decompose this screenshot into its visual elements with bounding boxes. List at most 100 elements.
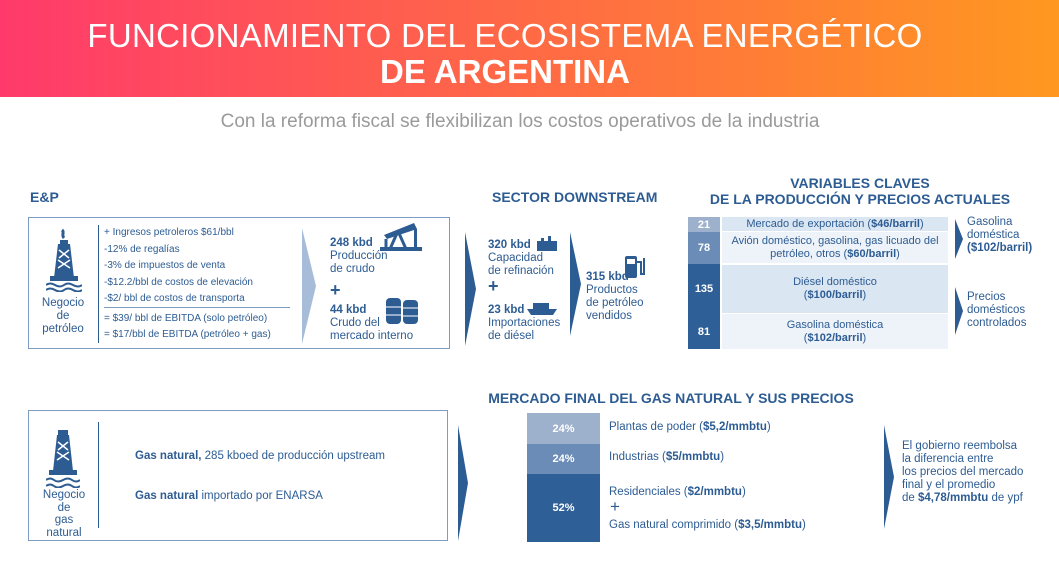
ep-result: = $17/bbl de EBITDA (petróleo + gas) xyxy=(104,329,271,340)
plus-sign: + xyxy=(330,280,341,300)
oil-rig-icon xyxy=(46,228,82,292)
text: Gas natural comprimido ( xyxy=(609,519,739,531)
title-line-2: DE ARGENTINA xyxy=(380,53,630,90)
text: ) xyxy=(741,486,746,498)
refining-value: 320 kbd xyxy=(488,239,531,251)
chevron-right-icon xyxy=(955,287,963,335)
price: $4,78/mmbtu xyxy=(918,492,989,504)
text: ) xyxy=(802,519,806,531)
label-text: ) xyxy=(896,247,900,260)
gas-row-industries: Industrias ($5/mmbtu) xyxy=(609,451,724,464)
label-line: Negocio xyxy=(41,297,85,309)
label-line: de xyxy=(56,310,70,322)
note-line: de $4,78/mmbtu de ypf xyxy=(902,492,1023,505)
imports-label: de diésel xyxy=(488,330,535,342)
chevron-right-icon xyxy=(570,232,581,336)
label-text: Avión doméstico, gasolina, gas licuado d… xyxy=(731,234,939,260)
downstream-title: SECTOR DOWNSTREAM xyxy=(492,189,658,205)
price: $46/barril xyxy=(871,217,920,230)
imports-label: Importaciones xyxy=(488,317,561,329)
bar-diesel: 135 xyxy=(688,264,720,314)
label-text: ) xyxy=(862,331,867,344)
header-banner xyxy=(0,0,1059,97)
text: ) xyxy=(766,421,771,433)
production-block: 248 kbd Producción de crudo xyxy=(330,237,388,276)
row-gasoline-label: Gasolina doméstica ($102/barril) xyxy=(722,314,948,349)
bar-industries: 24% xyxy=(527,444,600,474)
pumpjack-icon xyxy=(380,223,422,251)
note-controlled: Precios domésticos controlados xyxy=(967,291,1026,330)
note-line: la diferencia entre xyxy=(902,453,994,465)
imports-value: 23 kbd xyxy=(488,304,525,316)
label-line: Negocio xyxy=(42,489,86,501)
row-export-label: Mercado de exportación ($46/barril) xyxy=(722,217,948,231)
gas-box xyxy=(28,410,448,541)
fuel-pump-icon xyxy=(625,256,645,278)
label-text: Gasolina doméstica ( xyxy=(786,318,884,344)
chevron-right-icon xyxy=(465,232,476,346)
plus-sign: + xyxy=(610,497,620,516)
bar-gasoline: 81 xyxy=(688,314,720,349)
bold-text: Gas natural xyxy=(135,490,199,502)
note-line: Precios xyxy=(967,291,1006,303)
price: $100/barril xyxy=(807,289,863,301)
note-gasoline: Gasolina doméstica ($102/barril) xyxy=(967,216,1032,255)
ep-result: = $39/ bbl de EBITDA (solo petróleo) xyxy=(104,313,268,324)
note-line: ($102/barril) xyxy=(967,242,1033,254)
gas-row-power: Plantas de poder ($5,2/mmbtu) xyxy=(609,421,771,434)
ep-title: E&P xyxy=(30,189,59,205)
oil-business-label: Negocio de petróleo xyxy=(36,297,90,336)
text: de ypf xyxy=(988,492,1023,504)
gas-note: El gobierno reembolsa la diferencia entr… xyxy=(902,440,1023,505)
production-label: de crudo xyxy=(330,263,375,275)
divider xyxy=(98,422,99,528)
label-line: petróleo xyxy=(42,323,84,335)
sold-label: vendidos xyxy=(586,310,633,322)
bar-power-plants: 24% xyxy=(527,413,600,444)
ep-item: -12% de regalías xyxy=(104,243,180,255)
gas-row-cng: Gas natural comprimido ($3,5/mmbtu) xyxy=(609,519,806,532)
label-text: Diésel doméstico ( xyxy=(793,276,877,301)
ep-item: -$2/ bbl de costos de transporta xyxy=(104,293,245,304)
label-text: ) xyxy=(862,289,867,301)
row-other-label: Avión doméstico, gasolina, gas licuado d… xyxy=(722,232,948,263)
sold-value: 315 kbd xyxy=(586,271,629,283)
text: 285 kboed de producción upstream xyxy=(201,450,385,462)
note-line: Gasolina xyxy=(967,216,1013,228)
gas-line-1: Gas natural, 285 kboed de producción ups… xyxy=(135,450,385,463)
text: ) xyxy=(720,451,725,463)
chevron-right-icon xyxy=(458,425,468,541)
text: Plantas de poder ( xyxy=(609,421,703,433)
title-line-1: FUNCIONAMIENTO DEL ECOSISTEMA ENERGÉTICO xyxy=(87,17,923,54)
note-line: controlados xyxy=(967,317,1027,329)
ship-icon xyxy=(527,303,557,315)
sold-block: 315 kbd Productos de petróleo vendidos xyxy=(586,271,644,323)
gas-market-title: MERCADO FINAL DEL GAS NATURAL Y SUS PREC… xyxy=(488,390,854,406)
label-line: de xyxy=(57,501,71,514)
label-line: natural xyxy=(46,526,82,539)
note-line: los precios del mercado xyxy=(902,466,1024,478)
price: $3,5/mmbtu xyxy=(738,519,803,531)
ep-item: -$12.2/bbl de costos de elevación xyxy=(104,276,253,288)
separator xyxy=(104,307,290,308)
note-line: final y el promedio xyxy=(902,479,996,491)
note-line: doméstica xyxy=(967,229,1020,241)
chevron-right-icon xyxy=(302,228,316,344)
chevron-right-icon xyxy=(955,219,963,259)
production-value: 248 kbd xyxy=(330,237,373,249)
sold-label: Productos xyxy=(586,284,638,296)
imports-block: 23 kbd Importaciones de diésel xyxy=(488,304,560,343)
domestic-block: 44 kbd Crudo del mercado interno xyxy=(330,304,413,343)
gas-business-label: Negocio de gas natural xyxy=(36,489,92,539)
refining-label: Capacidad xyxy=(488,252,543,264)
refining-label: de refinación xyxy=(488,265,554,277)
bar-export: 21 xyxy=(688,217,720,232)
domestic-label: mercado interno xyxy=(330,330,414,342)
price: $5,2/mmbtu xyxy=(702,421,767,433)
price: $2/mmbtu xyxy=(687,486,742,498)
gas-row-residential: Residenciales ($2/mmbtu) xyxy=(609,486,746,499)
barrels-icon xyxy=(386,298,418,324)
variables-title-2: DE LA PRODUCCIÓN Y PRECIOS ACTUALES xyxy=(709,191,1011,207)
variables-title-1: VARIABLES CLAVES xyxy=(790,175,930,191)
label-text: Mercado de exportación ( xyxy=(746,217,872,230)
